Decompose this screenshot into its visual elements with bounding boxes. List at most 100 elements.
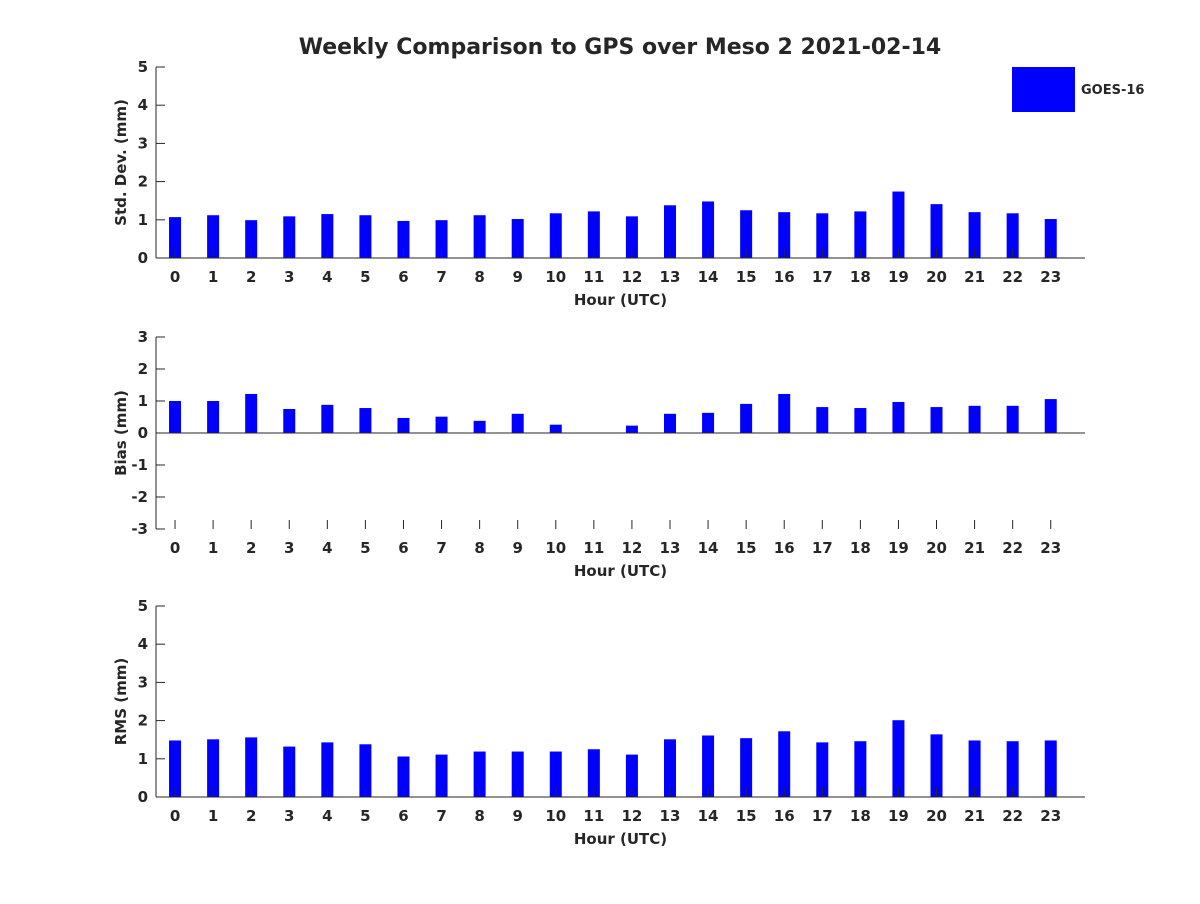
x-tick-label: 11 <box>583 268 604 286</box>
y-tick-label: -3 <box>131 520 148 538</box>
bar <box>930 734 943 797</box>
bar <box>816 407 829 433</box>
bar <box>207 739 220 797</box>
x-tick-label: 14 <box>698 539 719 557</box>
x-tick-label: 10 <box>545 807 566 825</box>
x-tick-label: 23 <box>1040 268 1061 286</box>
x-tick-label: 3 <box>284 268 294 286</box>
y-axis-label: Bias (mm) <box>112 390 130 476</box>
x-tick-label: 18 <box>850 268 871 286</box>
x-tick-label: 16 <box>774 268 795 286</box>
x-tick-label: 4 <box>322 807 332 825</box>
x-tick-label: 23 <box>1040 807 1061 825</box>
x-tick-label: 22 <box>1002 268 1023 286</box>
bar <box>702 735 715 797</box>
x-tick-label: 22 <box>1002 539 1023 557</box>
x-tick-label: 6 <box>398 268 408 286</box>
x-tick-label: 4 <box>322 268 332 286</box>
bar <box>549 751 562 797</box>
y-tick-label: 4 <box>138 635 148 653</box>
bar <box>816 742 829 797</box>
x-tick-label: 21 <box>964 268 985 286</box>
bar <box>359 408 372 433</box>
x-tick-label: 20 <box>926 539 947 557</box>
x-tick-label: 4 <box>322 539 332 557</box>
bar <box>892 720 905 797</box>
x-axis-label: Hour (UTC) <box>574 562 667 580</box>
bar <box>549 424 562 433</box>
x-tick-label: 5 <box>360 807 370 825</box>
x-tick-label: 7 <box>436 807 446 825</box>
legend-label: GOES-16 <box>1081 83 1144 98</box>
x-tick-label: 2 <box>246 268 256 286</box>
x-tick-label: 17 <box>812 807 833 825</box>
bar <box>511 219 524 258</box>
bar <box>816 213 829 258</box>
bar <box>321 404 334 433</box>
x-tick-label: 9 <box>512 807 522 825</box>
y-tick-label: 0 <box>138 424 148 442</box>
bar <box>892 191 905 258</box>
bar <box>473 420 486 433</box>
x-tick-label: 21 <box>964 807 985 825</box>
bar <box>778 212 791 258</box>
x-tick-label: 14 <box>698 807 719 825</box>
x-tick-label: 0 <box>170 539 180 557</box>
y-tick-label: 1 <box>138 211 148 229</box>
x-tick-label: 1 <box>208 268 218 286</box>
y-tick-label: -2 <box>131 488 148 506</box>
x-tick-label: 18 <box>850 539 871 557</box>
x-tick-label: 6 <box>398 807 408 825</box>
x-tick-label: 12 <box>621 807 642 825</box>
x-tick-label: 8 <box>474 268 484 286</box>
bar <box>321 214 334 258</box>
y-tick-label: 2 <box>138 360 148 378</box>
bar <box>663 413 676 433</box>
bar <box>702 412 715 433</box>
x-tick-label: 15 <box>736 539 757 557</box>
x-tick-label: 3 <box>284 539 294 557</box>
bar <box>1044 399 1057 433</box>
bar <box>435 754 448 797</box>
x-tick-label: 13 <box>660 268 681 286</box>
chart-title: Weekly Comparison to GPS over Meso 2 202… <box>299 35 941 60</box>
x-tick-label: 15 <box>736 807 757 825</box>
bar <box>587 749 600 797</box>
bar <box>283 216 296 258</box>
bar <box>930 204 943 258</box>
y-axis-label: RMS (mm) <box>112 658 130 745</box>
y-tick-label: 3 <box>138 328 148 346</box>
bar <box>854 211 867 258</box>
x-tick-label: 19 <box>888 539 909 557</box>
bar <box>169 740 182 797</box>
x-tick-label: 7 <box>436 539 446 557</box>
bar <box>968 212 981 258</box>
bar <box>397 220 410 258</box>
x-tick-label: 12 <box>621 539 642 557</box>
bar <box>740 210 753 258</box>
x-tick-label: 8 <box>474 539 484 557</box>
bar <box>663 739 676 797</box>
x-tick-label: 6 <box>398 539 408 557</box>
bar <box>169 217 182 258</box>
y-tick-label: 2 <box>138 173 148 191</box>
bar <box>435 220 448 258</box>
y-tick-label: 4 <box>138 96 148 114</box>
bar <box>778 393 791 433</box>
x-tick-label: 8 <box>474 807 484 825</box>
x-tick-label: 11 <box>583 807 604 825</box>
x-tick-label: 2 <box>246 807 256 825</box>
y-tick-label: 3 <box>138 134 148 152</box>
x-tick-label: 13 <box>660 539 681 557</box>
x-tick-label: 1 <box>208 539 218 557</box>
x-tick-label: 17 <box>812 268 833 286</box>
bar <box>702 201 715 258</box>
x-tick-label: 13 <box>660 807 681 825</box>
bar <box>397 417 410 433</box>
x-tick-label: 5 <box>360 539 370 557</box>
x-tick-label: 16 <box>774 807 795 825</box>
x-tick-label: 19 <box>888 807 909 825</box>
